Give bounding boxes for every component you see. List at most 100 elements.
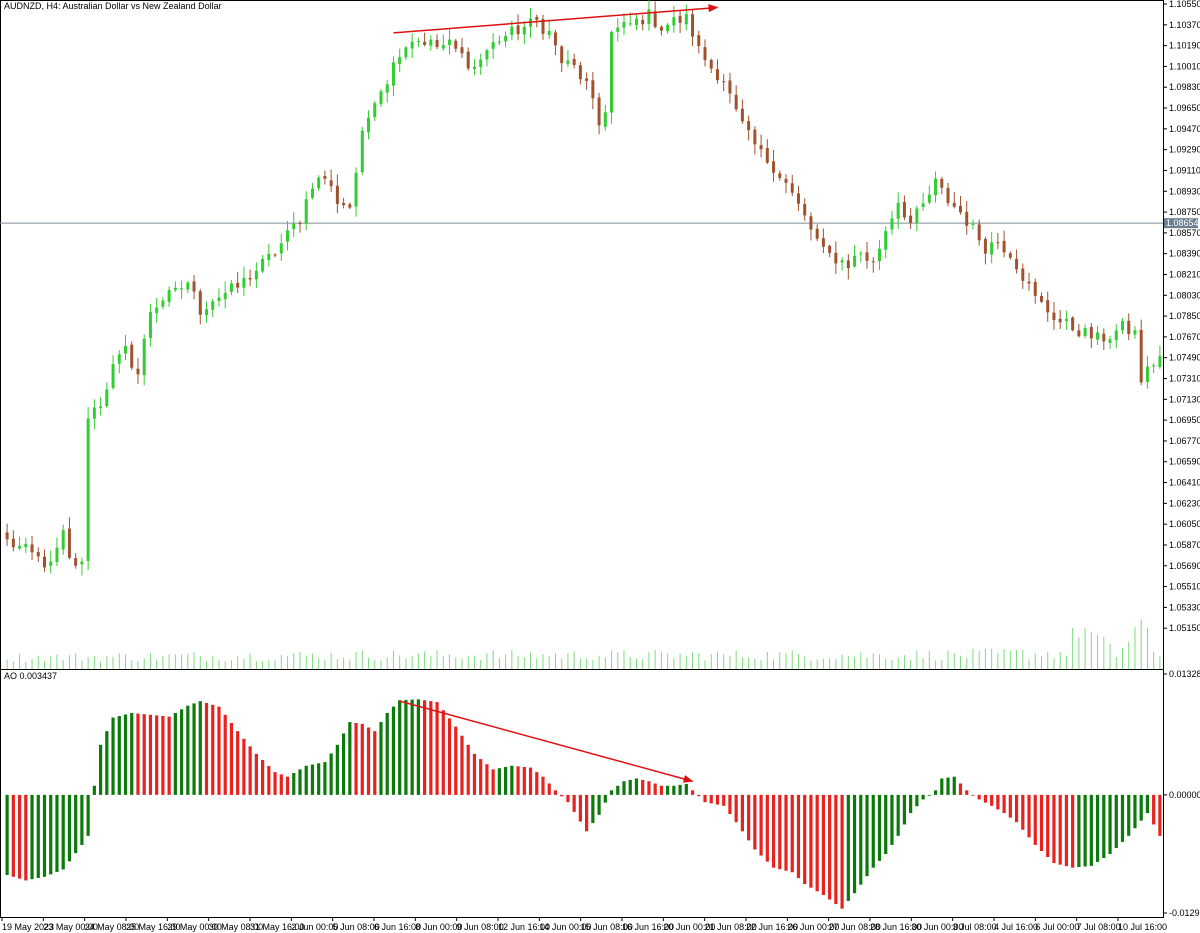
candle-body [448, 39, 452, 46]
candle [965, 200, 969, 235]
candle-body [130, 344, 134, 368]
candle-body [423, 41, 427, 45]
ao-bar [672, 785, 676, 795]
candle [772, 149, 776, 182]
candle [1139, 319, 1143, 386]
ao-bar [566, 794, 570, 803]
ao-bar [1139, 794, 1143, 821]
candle [304, 191, 308, 231]
candle [1096, 325, 1100, 345]
candle [497, 35, 501, 46]
candle [1021, 263, 1025, 289]
ao-bar [890, 794, 894, 845]
ao-bar [55, 794, 59, 872]
ao-bar [248, 746, 252, 795]
candle [30, 535, 34, 560]
time-tick-label: 15 Jun 08:00 [581, 922, 633, 932]
ao-bar [1127, 794, 1131, 836]
ao-bar [996, 794, 1000, 810]
ao-bar [759, 794, 763, 856]
candle-body [547, 30, 551, 36]
candle-body [1008, 253, 1012, 258]
candle [130, 341, 134, 371]
candle-body [591, 80, 595, 99]
ao-bar [535, 772, 539, 795]
candle [261, 255, 265, 274]
ao-bar [809, 794, 813, 888]
candle-body [173, 287, 177, 291]
price-tick-label: 1.05150 [1169, 623, 1200, 633]
candle-body [24, 543, 28, 548]
ao-bar [921, 794, 925, 800]
time-tick-label: 6 Jun 16:00 [374, 922, 421, 932]
time-tick-label: 4 Jul 16:00 [994, 922, 1038, 932]
ao-bar [1083, 794, 1087, 867]
ao-bar [778, 794, 782, 870]
ao-bar [298, 769, 302, 795]
candle-body [286, 230, 290, 242]
candle [821, 228, 825, 254]
candle-body [722, 81, 726, 83]
candle [11, 530, 15, 552]
candle-body [304, 199, 308, 224]
candle [853, 245, 857, 268]
candle-body [148, 312, 152, 338]
ao-bar [123, 714, 128, 795]
candle [335, 174, 339, 214]
candle-body [223, 292, 227, 300]
ao-bar [541, 776, 545, 795]
candle [441, 34, 445, 51]
price-tick-label: 1.10550 [1169, 0, 1200, 9]
price-tick-label: 1.08030 [1169, 290, 1200, 300]
candle-body [105, 389, 109, 407]
candle [691, 9, 695, 46]
candle-body [391, 62, 395, 86]
candle-body [1027, 281, 1031, 284]
candle [43, 549, 47, 572]
candle-body [647, 9, 651, 24]
ao-bar [796, 794, 801, 879]
candle [317, 175, 321, 191]
candle [167, 286, 171, 307]
candle-body [205, 309, 209, 316]
candle-body [553, 32, 557, 46]
candle-body [921, 203, 925, 208]
candle-body [18, 545, 22, 549]
candle [454, 38, 458, 53]
time-tick-label: 12 Jun 16:00 [498, 922, 550, 932]
ao-bar [49, 794, 53, 875]
candle [934, 171, 938, 203]
candle-body [952, 202, 956, 207]
candle-body [180, 288, 184, 290]
ao-bar [909, 794, 913, 814]
ao-bar [983, 794, 988, 803]
ao-bar [292, 773, 296, 795]
candle [958, 195, 962, 215]
candle-body [840, 260, 844, 263]
candle-body [678, 15, 682, 23]
ao-tick-label: -0.012980 [1169, 908, 1200, 918]
candle-body [828, 245, 832, 253]
ao-bar [410, 699, 414, 795]
candle [67, 517, 71, 560]
ao-bar [86, 794, 90, 836]
time-tick-label: 30 Jun 00:00 [911, 922, 963, 932]
ao-bar [628, 779, 632, 795]
price-tick-label: 1.08750 [1169, 207, 1200, 217]
candle-body [161, 300, 165, 307]
candle [1120, 318, 1124, 335]
price-tick-label: 1.07490 [1169, 353, 1200, 363]
ao-bar [341, 733, 346, 795]
candle [466, 47, 470, 71]
chart-frame [0, 0, 1164, 918]
candle [1027, 272, 1031, 291]
candle [1133, 326, 1137, 339]
time-tick-label: 25 May 16:00 [126, 922, 181, 932]
ao-bar [734, 794, 738, 823]
ao-bar [366, 727, 371, 795]
candle-body [585, 78, 589, 81]
candle-body [853, 255, 857, 267]
price-tick-label: 1.09470 [1169, 124, 1200, 134]
price-tick-label: 1.09650 [1169, 103, 1200, 113]
